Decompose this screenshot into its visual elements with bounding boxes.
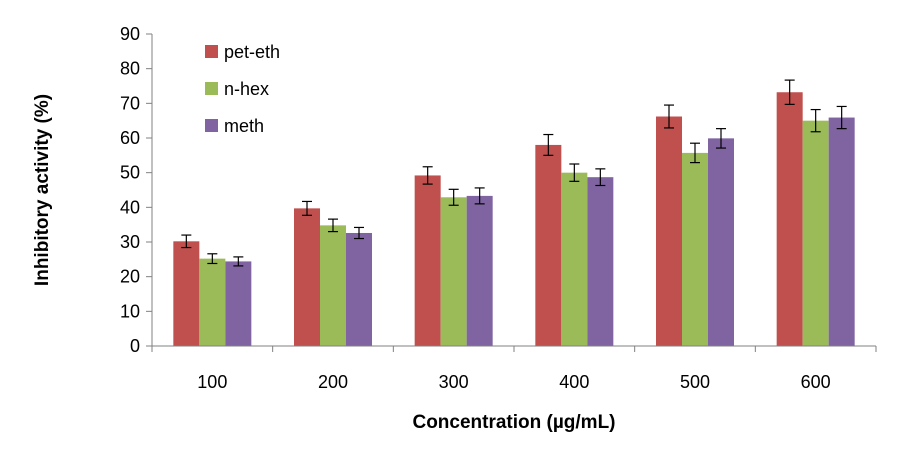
error-bar-n-hex-500 <box>690 142 700 164</box>
error-bar-meth-200 <box>354 226 364 240</box>
x-tick-label: 500 <box>680 372 710 392</box>
y-axis-ticks: 0 10 20 30 40 50 60 70 80 90 <box>120 24 152 356</box>
bar-n-hex-200 <box>320 225 346 346</box>
bar-meth-600 <box>828 117 855 347</box>
bar-meth-500 <box>708 138 734 346</box>
y-tick-label: 0 <box>130 336 140 356</box>
x-tick-label: 400 <box>559 372 589 392</box>
y-tick-label: 20 <box>120 267 140 287</box>
y-tick-label: 60 <box>120 128 140 148</box>
error-bar-meth-400 <box>595 168 606 187</box>
error-bar-meth-100 <box>233 256 244 267</box>
bar-pet-eth-200 <box>294 208 320 346</box>
bar-n-hex-100 <box>199 258 226 346</box>
error-bar-n-hex-100 <box>207 253 218 265</box>
x-tick-label: 100 <box>197 372 227 392</box>
x-tick-label: 200 <box>318 372 348 392</box>
error-bar-meth-600 <box>836 105 847 130</box>
bar-pet-eth-100 <box>173 241 200 346</box>
y-tick-label: 30 <box>120 232 140 252</box>
error-bar-pet-eth-500 <box>664 104 674 129</box>
bar-n-hex-300 <box>440 197 467 346</box>
x-axis-title: Concentration (µg/mL) <box>412 412 615 433</box>
bar-meth-400 <box>587 177 614 346</box>
bar-meth-200 <box>346 232 372 346</box>
legend-label-n-hex: n-hex <box>224 79 269 99</box>
y-tick-label: 40 <box>120 197 140 217</box>
error-bar-pet-eth-400 <box>543 133 554 156</box>
y-tick-label: 90 <box>120 24 140 44</box>
y-axis-title: Inhibitory activity (%) <box>32 94 53 286</box>
bar-pet-eth-300 <box>414 175 441 346</box>
y-tick-label: 80 <box>120 59 140 79</box>
bar-n-hex-500 <box>682 152 708 346</box>
error-bar-pet-eth-600 <box>784 79 795 105</box>
x-tick-label: 300 <box>439 372 469 392</box>
error-bar-n-hex-400 <box>569 163 580 182</box>
bar-meth-300 <box>466 195 493 346</box>
error-bar-n-hex-300 <box>448 188 459 206</box>
bar-n-hex-400 <box>561 172 588 346</box>
legend-swatch-pet-eth <box>205 45 218 58</box>
y-tick-label: 70 <box>120 93 140 113</box>
bar-n-hex-600 <box>802 120 829 347</box>
y-tick-label: 10 <box>120 301 140 321</box>
legend-swatch-n-hex <box>205 82 218 95</box>
legend-swatch-meth <box>205 119 218 132</box>
bar-meth-100 <box>225 261 252 346</box>
error-bar-meth-500 <box>716 128 726 149</box>
error-bar-n-hex-600 <box>810 108 821 133</box>
bar-pet-eth-500 <box>656 116 682 346</box>
x-axis-ticks: 100 200 300 400 500 600 <box>151 346 877 392</box>
x-tick-label: 600 <box>801 372 831 392</box>
legend: pet-eth n-hex meth <box>205 42 280 136</box>
y-tick-label: 50 <box>120 163 140 183</box>
legend-label-pet-eth: pet-eth <box>224 42 280 62</box>
legend-label-meth: meth <box>224 116 264 136</box>
bars <box>173 92 855 347</box>
error-bar-meth-300 <box>474 187 485 205</box>
error-bar-pet-eth-100 <box>181 234 192 249</box>
error-bars <box>181 79 847 267</box>
bar-pet-eth-400 <box>535 144 562 346</box>
error-bar-pet-eth-300 <box>422 166 433 185</box>
error-bar-pet-eth-200 <box>302 200 312 216</box>
bar-pet-eth-600 <box>776 92 803 347</box>
error-bar-n-hex-200 <box>328 218 338 233</box>
